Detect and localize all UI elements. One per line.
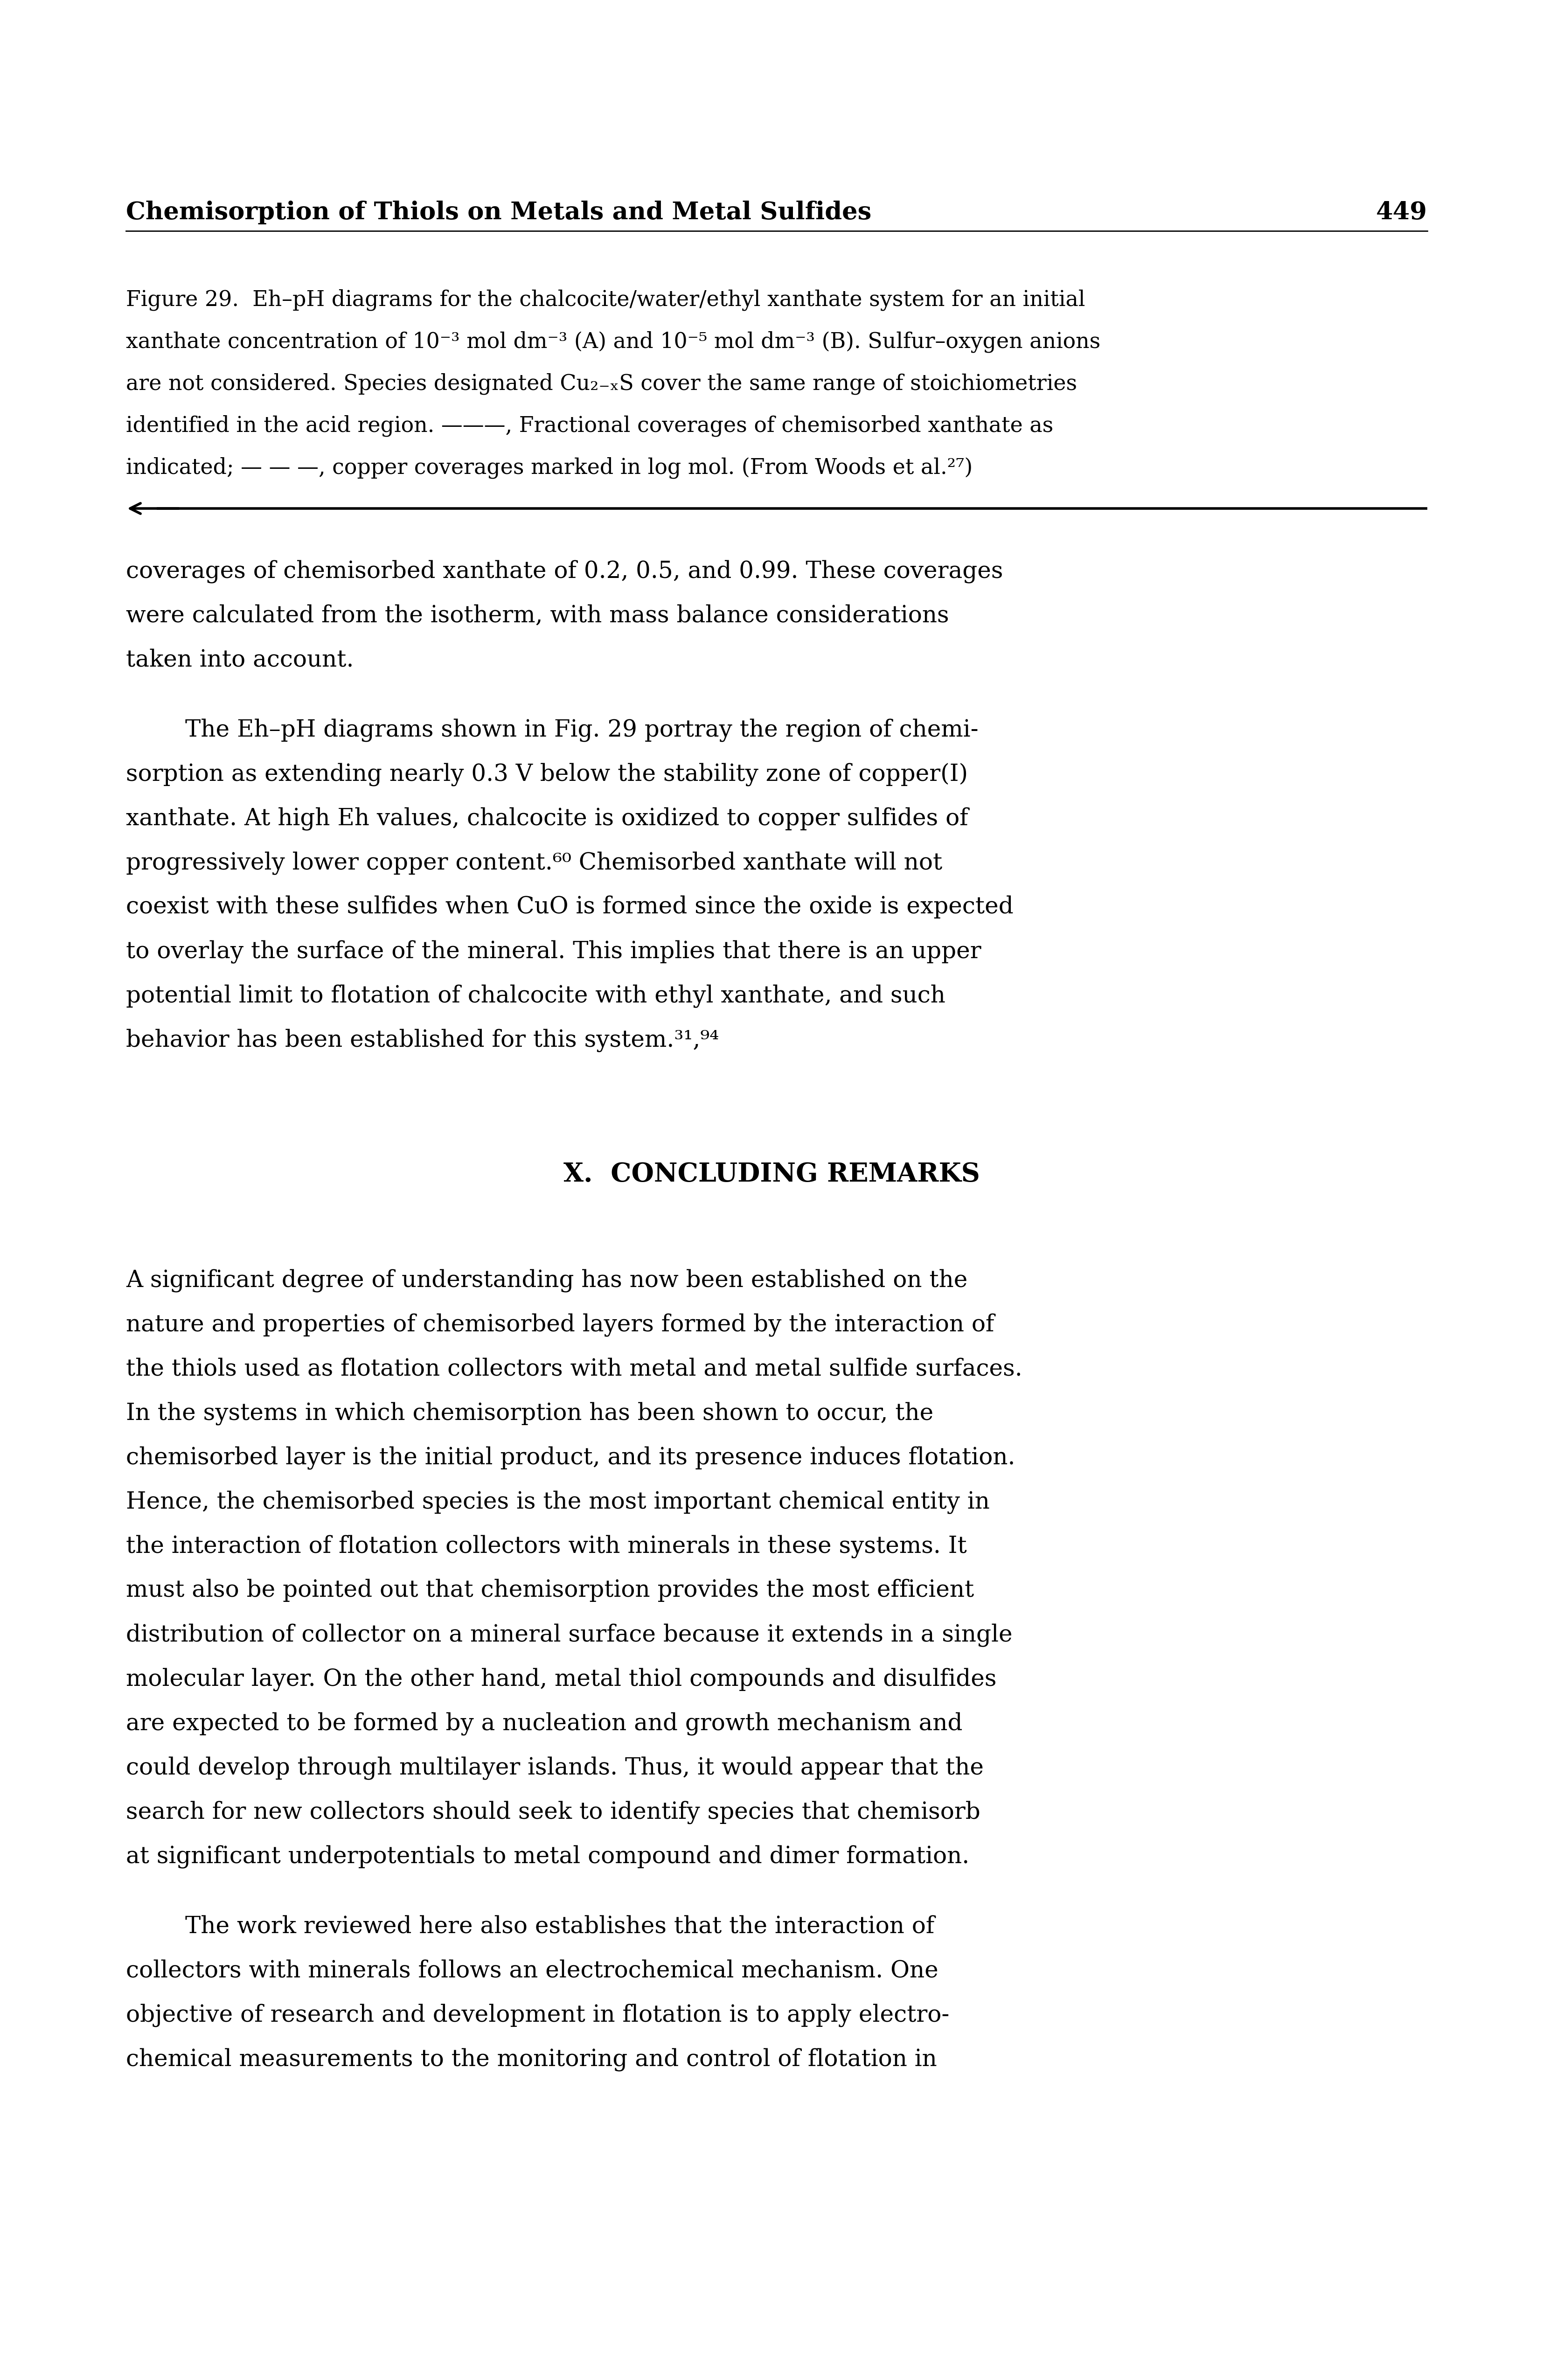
- Text: Chemisorption of Thiols on Metals and Metal Sulfides: Chemisorption of Thiols on Metals and Me…: [127, 200, 872, 224]
- Text: to overlay the surface of the mineral. This implies that there is an upper: to overlay the surface of the mineral. T…: [127, 940, 981, 964]
- Text: at significant underpotentials to metal compound and dimer formation.: at significant underpotentials to metal …: [127, 1845, 969, 1868]
- Text: progressively lower copper content.⁶⁰ Chemisorbed xanthate will not: progressively lower copper content.⁶⁰ Ch…: [127, 852, 943, 873]
- Text: could develop through multilayer islands. Thus, it would appear that the: could develop through multilayer islands…: [127, 1756, 984, 1780]
- Text: behavior has been established for this system.³¹,⁹⁴: behavior has been established for this s…: [127, 1028, 719, 1052]
- Text: Hence, the chemisorbed species is the most important chemical entity in: Hence, the chemisorbed species is the mo…: [127, 1490, 989, 1514]
- Text: the thiols used as flotation collectors with metal and metal sulfide surfaces.: the thiols used as flotation collectors …: [127, 1357, 1023, 1380]
- Text: objective of research and development in flotation is to apply electro-: objective of research and development in…: [127, 2004, 949, 2028]
- Text: search for new collectors should seek to identify species that chemisorb: search for new collectors should seek to…: [127, 1802, 980, 1823]
- Text: chemical measurements to the monitoring and control of flotation in: chemical measurements to the monitoring …: [127, 2047, 937, 2071]
- Text: chemisorbed layer is the initial product, and its presence induces flotation.: chemisorbed layer is the initial product…: [127, 1447, 1015, 1468]
- Text: must also be pointed out that chemisorption provides the most efficient: must also be pointed out that chemisorpt…: [127, 1578, 974, 1602]
- Text: identified in the acid region. ———, Fractional coverages of chemisorbed xanthate: identified in the acid region. ———, Frac…: [127, 414, 1054, 438]
- Text: are not considered. Species designated Cu₂₋ₓS cover the same range of stoichiome: are not considered. Species designated C…: [127, 374, 1077, 395]
- Text: collectors with minerals follows an electrochemical mechanism. One: collectors with minerals follows an elec…: [127, 1959, 938, 1983]
- Text: nature and properties of chemisorbed layers formed by the interaction of: nature and properties of chemisorbed lay…: [127, 1314, 994, 1338]
- Text: taken into account.: taken into account.: [127, 647, 353, 671]
- Text: coexist with these sulfides when CuO is formed since the oxide is expected: coexist with these sulfides when CuO is …: [127, 895, 1014, 919]
- Text: 449: 449: [1376, 200, 1427, 224]
- Text: the interaction of flotation collectors with minerals in these systems. It: the interaction of flotation collectors …: [127, 1535, 967, 1559]
- Text: coverages of chemisorbed xanthate of 0.2, 0.5, and 0.99. These coverages: coverages of chemisorbed xanthate of 0.2…: [127, 559, 1003, 583]
- Text: molecular layer. On the other hand, metal thiol compounds and disulfides: molecular layer. On the other hand, meta…: [127, 1668, 997, 1690]
- Text: xanthate concentration of 10⁻³ mol dm⁻³ (A) and 10⁻⁵ mol dm⁻³ (B). Sulfur–oxygen: xanthate concentration of 10⁻³ mol dm⁻³ …: [127, 331, 1100, 352]
- Text: In the systems in which chemisorption has been shown to occur, the: In the systems in which chemisorption ha…: [127, 1402, 934, 1426]
- Text: The Eh–pH diagrams shown in Fig. 29 portray the region of chemi-: The Eh–pH diagrams shown in Fig. 29 port…: [127, 719, 978, 743]
- Text: distribution of collector on a mineral surface because it extends in a single: distribution of collector on a mineral s…: [127, 1623, 1012, 1647]
- Text: Figure 29.  Eh–pH diagrams for the chalcocite/water/ethyl xanthate system for an: Figure 29. Eh–pH diagrams for the chalco…: [127, 290, 1085, 312]
- Text: The work reviewed here also establishes that the interaction of: The work reviewed here also establishes …: [127, 1916, 935, 1937]
- Text: xanthate. At high Eh values, chalcocite is oxidized to copper sulfides of: xanthate. At high Eh values, chalcocite …: [127, 807, 967, 831]
- Text: sorption as extending nearly 0.3 V below the stability zone of copper(I): sorption as extending nearly 0.3 V below…: [127, 762, 967, 785]
- Text: indicated; — — —, copper coverages marked in log mol. (From Woods et al.²⁷): indicated; — — —, copper coverages marke…: [127, 457, 972, 478]
- Text: X.  CONCLUDING REMARKS: X. CONCLUDING REMARKS: [563, 1161, 980, 1188]
- Text: potential limit to flotation of chalcocite with ethyl xanthate, and such: potential limit to flotation of chalcoci…: [127, 985, 946, 1007]
- Text: are expected to be formed by a nucleation and growth mechanism and: are expected to be formed by a nucleatio…: [127, 1711, 963, 1735]
- Text: A significant degree of understanding has now been established on the: A significant degree of understanding ha…: [127, 1269, 967, 1292]
- Text: were calculated from the isotherm, with mass balance considerations: were calculated from the isotherm, with …: [127, 605, 949, 628]
